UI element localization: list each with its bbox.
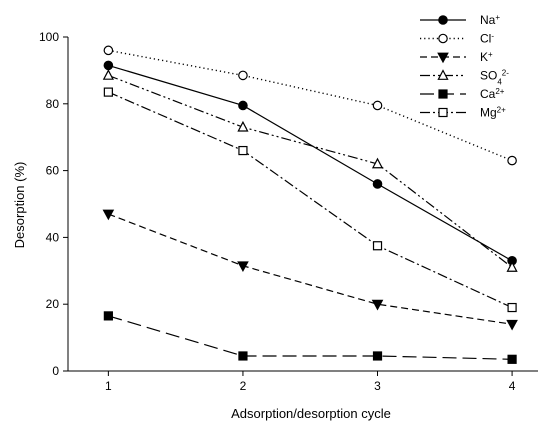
legend-label-base-so42: SO	[480, 69, 497, 83]
data-point-ca2-1	[103, 311, 113, 321]
legend-item-k: K+	[420, 50, 493, 65]
series-line-cl	[108, 49, 513, 162]
data-point-cl-1	[103, 45, 114, 56]
series-cl	[103, 45, 517, 166]
legend-label-sup-k: +	[488, 50, 493, 59]
series-line-so42	[108, 74, 513, 268]
data-point-mg2-1	[103, 87, 113, 97]
data-point-so42-1	[102, 69, 114, 80]
legend-label-ca2: Ca2+	[480, 87, 505, 102]
data-point-k-3	[371, 299, 384, 311]
legend-label-so42: SO42-	[480, 68, 509, 86]
y-axis-title: Desorption (%)	[12, 162, 27, 249]
series-ca2	[103, 311, 517, 364]
data-point-cl-3	[372, 100, 383, 111]
x-axis-title: Adsorption/desorption cycle	[231, 406, 391, 421]
data-point-cl-2	[238, 70, 248, 81]
data-point-k-4	[506, 319, 518, 331]
y-tick-label-100: 100	[39, 30, 59, 44]
legend-label-sup-na: +	[495, 13, 500, 22]
data-point-k-1	[102, 209, 115, 221]
legend-label-base-mg2: Mg	[480, 106, 497, 120]
x-tick-label-1: 1	[105, 379, 112, 393]
legend-item-ca2: Ca2+	[420, 87, 505, 102]
legend-item-so42: SO42-	[420, 68, 509, 86]
legend-label-base-k: K	[480, 50, 488, 64]
data-point-mg2-3	[372, 241, 383, 251]
series-na	[103, 60, 517, 266]
legend-marker-k	[437, 52, 449, 64]
data-point-cl-4	[507, 155, 517, 166]
legend-marker-cl	[438, 33, 448, 44]
legend-label-sup-ca2: 2+	[495, 87, 504, 96]
data-point-ca2-2	[238, 351, 248, 361]
legend-label-mg2: Mg2+	[480, 105, 506, 120]
series-mg2	[103, 87, 517, 313]
legend-label-cl: Cl-	[480, 31, 494, 46]
y-tick-label-80: 80	[46, 97, 60, 111]
legend-label-base-cl: Cl	[480, 32, 491, 46]
legend-marker-na	[438, 15, 448, 25]
data-point-ca2-3	[372, 351, 383, 361]
data-point-so42-3	[371, 157, 384, 169]
series-line-k	[108, 213, 513, 325]
series-line-ca2	[108, 315, 513, 360]
axes-layer: 0 20 40 60 80 100 1 2 3 4	[39, 30, 538, 393]
x-tick-label-3: 3	[374, 379, 381, 393]
data-point-na-3	[372, 179, 383, 189]
data-point-mg2-4	[507, 302, 517, 313]
data-point-na-1	[103, 60, 114, 71]
legend-item-cl: Cl-	[420, 31, 494, 46]
series-layer	[102, 45, 518, 364]
legend-marker-ca2	[438, 89, 448, 99]
legend-marker-mg2	[438, 107, 448, 118]
data-point-so42-2	[237, 120, 249, 132]
series-line-mg2	[108, 91, 513, 309]
legend-label-sup-so42: 2-	[502, 68, 509, 77]
series-so42	[102, 69, 518, 272]
legend: Na+Cl-K+SO42-Ca2+Mg2+	[420, 13, 509, 120]
legend-item-na: Na+	[420, 13, 500, 28]
legend-marker-so42	[437, 69, 449, 80]
legend-label-sup-cl: -	[491, 31, 494, 40]
x-tick-label-4: 4	[509, 379, 516, 393]
legend-label-sup-mg2: 2+	[497, 105, 506, 114]
y-tick-label-0: 0	[52, 364, 59, 378]
legend-item-mg2: Mg2+	[420, 105, 506, 120]
data-point-mg2-2	[238, 145, 248, 156]
series-line-na	[108, 64, 513, 262]
series-k	[102, 209, 518, 331]
data-point-na-2	[238, 100, 248, 111]
data-point-k-2	[237, 261, 249, 273]
legend-label-base-ca2: Ca	[480, 87, 496, 101]
data-point-so42-4	[506, 261, 518, 272]
y-tick-label-20: 20	[46, 297, 60, 311]
y-tick-label-40: 40	[46, 230, 60, 244]
x-tick-label-2: 2	[240, 379, 247, 393]
legend-label-k: K+	[480, 50, 493, 65]
y-tick-label-60: 60	[46, 164, 60, 178]
legend-label-sub-so42: 4	[497, 77, 502, 86]
data-point-ca2-4	[507, 354, 517, 364]
legend-label-na: Na+	[480, 13, 500, 28]
legend-label-base-na: Na	[480, 13, 496, 27]
